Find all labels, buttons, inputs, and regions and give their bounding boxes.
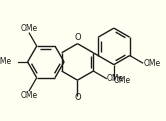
Text: OMe: OMe	[20, 24, 38, 33]
Text: OMe: OMe	[107, 74, 124, 83]
Text: OMe: OMe	[20, 91, 38, 100]
Text: O: O	[74, 93, 81, 102]
Text: OMe: OMe	[114, 76, 131, 85]
Text: O: O	[74, 33, 81, 42]
Text: OMe: OMe	[0, 57, 12, 66]
Text: OMe: OMe	[143, 59, 160, 68]
